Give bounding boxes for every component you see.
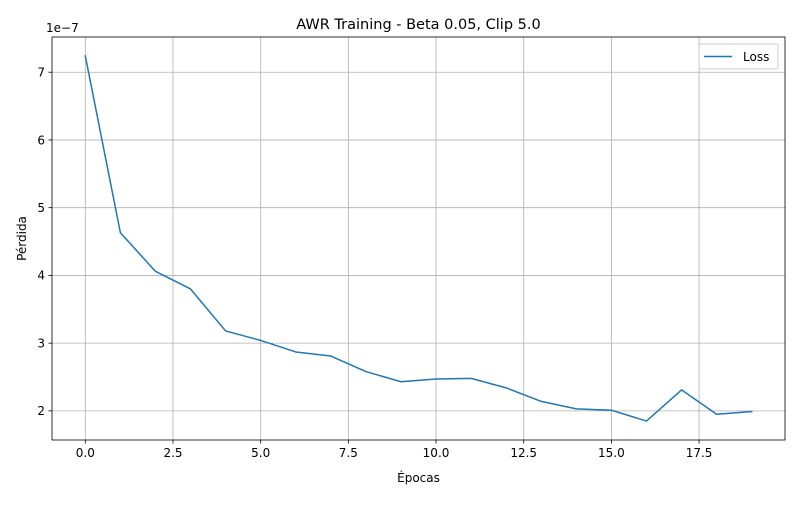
y-tick-label: 5 (37, 201, 45, 215)
x-tick-label: 10.0 (423, 446, 450, 460)
chart-title: AWR Training - Beta 0.05, Clip 5.0 (296, 17, 540, 33)
y-tick-label: 2 (37, 404, 45, 418)
y-tick-label: 7 (37, 66, 45, 80)
x-tick-label: 5.0 (251, 446, 270, 460)
x-tick-label: 0.0 (76, 446, 95, 460)
x-tick-label: 17.5 (686, 446, 713, 460)
x-tick-label: 7.5 (339, 446, 358, 460)
y-axis-label: Pérdida (15, 216, 29, 261)
y-tick-label: 3 (37, 336, 45, 350)
x-tick-label: 15.0 (598, 446, 625, 460)
legend: Loss (699, 44, 778, 69)
x-axis-label: Épocas (397, 470, 440, 485)
x-tick-label: 12.5 (510, 446, 537, 460)
y-tick-label: 4 (37, 269, 45, 283)
x-tick-label: 2.5 (163, 446, 182, 460)
legend-label-loss: Loss (743, 50, 769, 64)
y-axis-offset-text: 1e−7 (46, 21, 79, 35)
y-tick-label: 6 (37, 133, 45, 147)
